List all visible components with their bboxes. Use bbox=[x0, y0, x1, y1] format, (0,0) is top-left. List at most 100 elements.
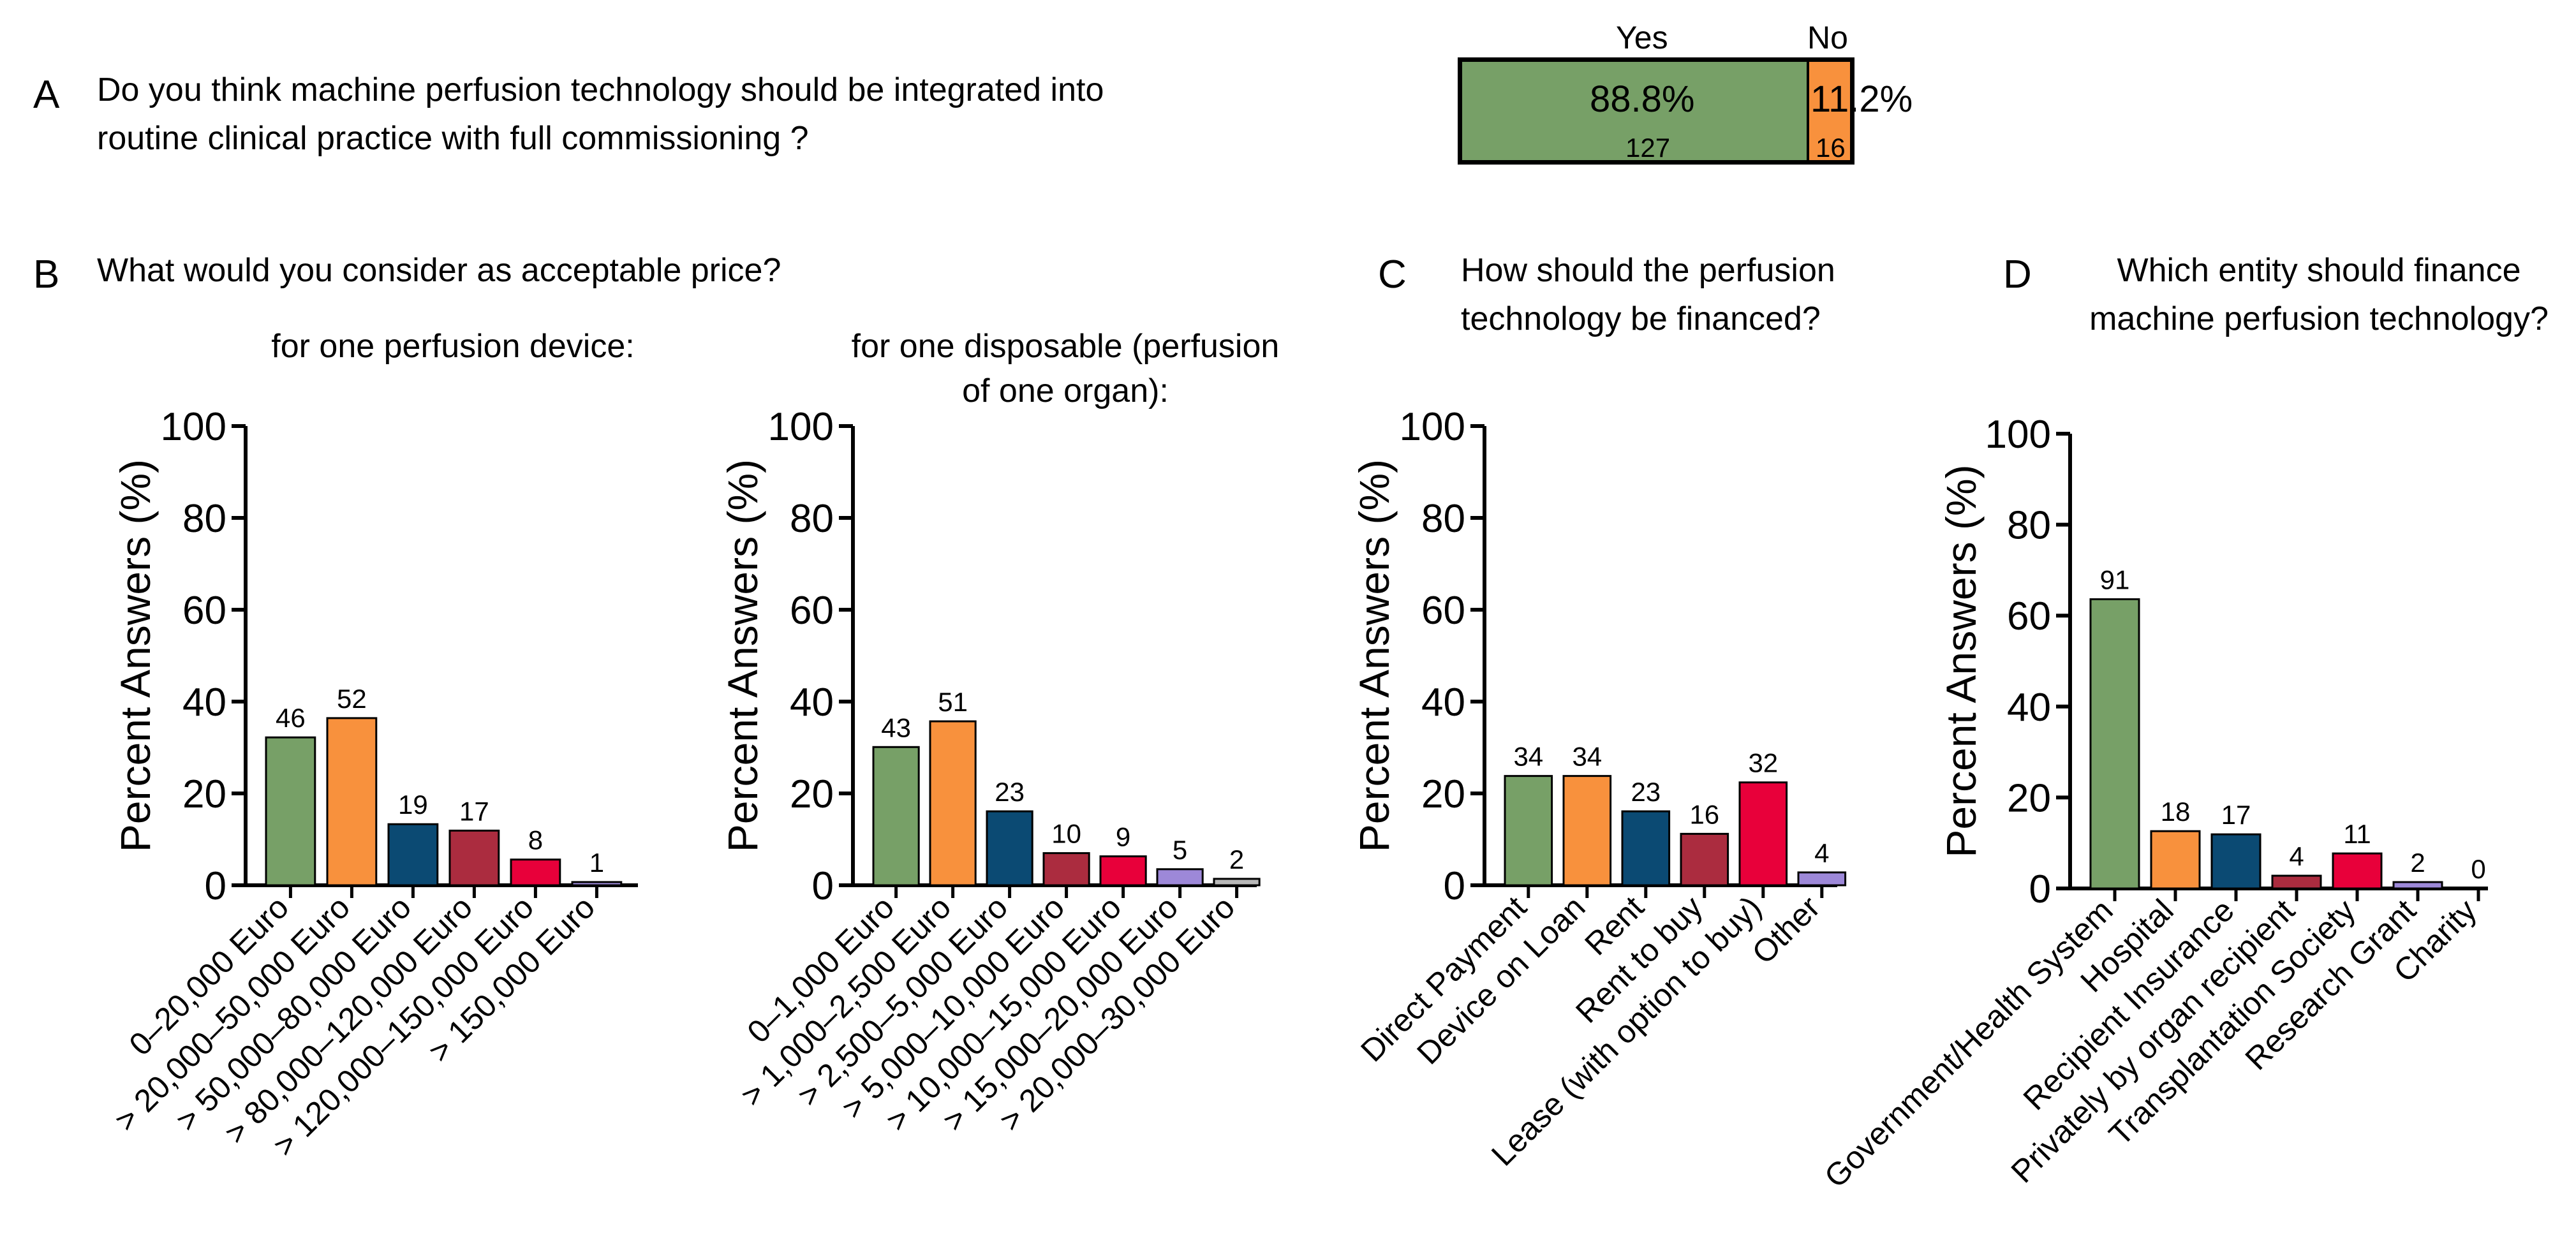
bar bbox=[1680, 832, 1729, 887]
bar-count-label: 17 bbox=[459, 796, 489, 826]
bar-count-label: 1 bbox=[589, 848, 604, 878]
bar-count-label: 43 bbox=[881, 712, 911, 742]
no-header: No bbox=[1807, 20, 1848, 55]
y-tick-label: 80 bbox=[1421, 497, 1465, 541]
y-tick-label: 40 bbox=[1421, 681, 1465, 725]
bar bbox=[510, 858, 561, 887]
y-tick-label: 60 bbox=[790, 589, 834, 633]
bar bbox=[2210, 833, 2261, 890]
bar-count-label: 18 bbox=[2161, 797, 2191, 827]
panel-c-question-line2: technology be financed? bbox=[1461, 300, 1821, 337]
bar bbox=[571, 881, 623, 887]
y-tick-label: 40 bbox=[790, 681, 834, 725]
y-tick-label: 40 bbox=[182, 681, 226, 725]
y-tick-label: 80 bbox=[790, 497, 834, 541]
bar-count-label: 2 bbox=[1229, 844, 1244, 874]
no-bar bbox=[1806, 62, 1850, 160]
bar-count-label: 4 bbox=[1814, 838, 1829, 868]
bar-count-label: 51 bbox=[938, 687, 968, 717]
disposable-title-line1: for one disposable (perfusion bbox=[851, 328, 1280, 365]
bar-count-label: 91 bbox=[2100, 565, 2130, 595]
bar-count-label: 0 bbox=[2471, 854, 2485, 884]
y-tick-label: 60 bbox=[182, 589, 226, 633]
y-tick-label: 100 bbox=[768, 405, 834, 449]
bar bbox=[1504, 775, 1553, 887]
bar bbox=[2150, 830, 2201, 890]
y-tick-label: 60 bbox=[2007, 594, 2051, 638]
yes-no-stacked-bar: 88.8% 127 11.2% 16 bbox=[1458, 57, 1913, 165]
device-chart-title: for one perfusion device: bbox=[271, 328, 635, 365]
bar bbox=[1042, 852, 1090, 887]
bar-count-label: 34 bbox=[1513, 742, 1543, 772]
disposable-title-line2: of one organ): bbox=[962, 372, 1169, 409]
y-tick-label: 80 bbox=[2007, 504, 2051, 548]
y-tick-label: 40 bbox=[2007, 686, 2051, 730]
bar bbox=[2332, 852, 2383, 890]
bar-count-label: 8 bbox=[528, 825, 543, 855]
y-tick-label: 0 bbox=[2029, 867, 2051, 911]
y-tick-label: 20 bbox=[1421, 772, 1465, 816]
panel-d-question-line2: machine perfusion technology? bbox=[2089, 300, 2549, 337]
y-tick-label: 0 bbox=[812, 864, 834, 908]
y-tick-label: 60 bbox=[1421, 589, 1465, 633]
bar bbox=[326, 717, 378, 887]
bar-count-label: 10 bbox=[1051, 819, 1081, 849]
y-axis-label: Percent Answers (%) bbox=[719, 459, 766, 852]
yes-percent-label: 88.8% bbox=[1590, 78, 1695, 120]
y-tick-label: 0 bbox=[1444, 864, 1465, 908]
bar-count-label: 11 bbox=[2343, 819, 2371, 849]
bar bbox=[2089, 598, 2140, 890]
category-label: Other bbox=[1745, 889, 1827, 971]
bar bbox=[1156, 868, 1204, 887]
no-percent-label: 11.2% bbox=[1810, 78, 1913, 120]
bar bbox=[265, 736, 316, 887]
y-tick-label: 0 bbox=[205, 864, 226, 908]
bar-count-label: 52 bbox=[337, 684, 367, 714]
bar-count-label: 46 bbox=[276, 703, 306, 733]
bar bbox=[872, 746, 920, 887]
y-axis-label: Percent Answers (%) bbox=[1937, 464, 1985, 857]
bar-count-label: 9 bbox=[1116, 822, 1130, 852]
bar bbox=[986, 810, 1033, 887]
y-tick-label: 20 bbox=[182, 772, 226, 816]
bar bbox=[1621, 810, 1671, 887]
bar-count-label: 5 bbox=[1173, 835, 1187, 865]
yes-bar bbox=[1462, 62, 1807, 160]
bar bbox=[387, 823, 439, 887]
bar bbox=[2271, 874, 2322, 890]
bar-count-label: 4 bbox=[2289, 841, 2304, 871]
bar-count-label: 16 bbox=[1689, 799, 1719, 829]
y-axis-label: Percent Answers (%) bbox=[1351, 459, 1398, 852]
bar-count-label: 2 bbox=[2410, 848, 2425, 878]
no-count-label: 16 bbox=[1816, 133, 1846, 163]
bar bbox=[1213, 878, 1261, 887]
panel-a-letter: A bbox=[33, 73, 60, 117]
bar-count-label: 23 bbox=[1631, 777, 1661, 807]
bar bbox=[929, 720, 977, 887]
y-tick-label: 100 bbox=[161, 405, 226, 449]
bar-count-label: 17 bbox=[2221, 800, 2251, 830]
panel-d-question-line1: Which entity should finance bbox=[2117, 252, 2521, 289]
y-tick-label: 100 bbox=[1400, 405, 1465, 449]
y-tick-label: 20 bbox=[2007, 776, 2051, 820]
panel-b-letter: B bbox=[33, 253, 60, 297]
bar bbox=[1562, 775, 1612, 887]
bar bbox=[448, 829, 500, 887]
y-tick-label: 100 bbox=[1985, 413, 2051, 457]
bar-count-label: 34 bbox=[1572, 742, 1602, 772]
bar bbox=[2392, 881, 2443, 890]
bar-count-label: 23 bbox=[995, 777, 1025, 807]
y-tick-label: 20 bbox=[790, 772, 834, 816]
bar bbox=[1738, 781, 1788, 887]
panel-a-question-line2: routine clinical practice with full comm… bbox=[97, 120, 809, 157]
yes-header: Yes bbox=[1616, 20, 1668, 55]
disposable-chart-title: for one disposable (perfusion of one org… bbox=[791, 324, 1340, 413]
yes-count-label: 127 bbox=[1625, 133, 1671, 163]
panel-a-question-line1: Do you think machine perfusion technolog… bbox=[97, 71, 1104, 108]
panel-a-question: Do you think machine perfusion technolog… bbox=[97, 66, 1373, 163]
y-axis-label: Percent Answers (%) bbox=[112, 459, 159, 852]
y-tick-label: 80 bbox=[182, 497, 226, 541]
bar bbox=[1099, 855, 1147, 887]
bar-count-label: 19 bbox=[398, 790, 428, 820]
